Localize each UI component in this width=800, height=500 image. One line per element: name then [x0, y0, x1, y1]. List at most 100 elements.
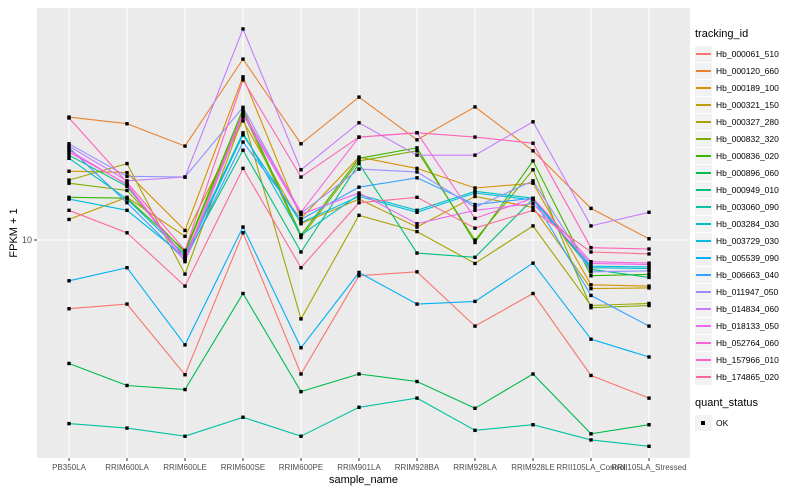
- data-point: [357, 185, 361, 189]
- legend-title-tracking-id: tracking_id: [695, 28, 749, 40]
- data-point: [473, 240, 477, 245]
- data-point: [415, 166, 419, 171]
- legend-entry-Hb_003060_090: Hb_003060_090: [695, 198, 798, 215]
- data-point: [183, 434, 187, 438]
- data-point: [647, 355, 651, 359]
- data-point: [357, 167, 361, 171]
- data-point: [241, 75, 245, 79]
- data-point: [67, 178, 71, 182]
- legend-key-line: [696, 154, 711, 157]
- data-point: [473, 324, 477, 328]
- quant-status-entries: OK: [695, 414, 798, 431]
- legend-entry-Hb_000120_660: Hb_000120_660: [695, 62, 798, 79]
- data-point: [473, 238, 477, 242]
- legend-entry-label: Hb_005539_090: [716, 252, 779, 263]
- data-point: [241, 27, 245, 31]
- data-point: [415, 396, 419, 400]
- data-point: [647, 247, 651, 251]
- data-point: [67, 148, 71, 152]
- data-point: [67, 116, 71, 120]
- data-point: [473, 194, 477, 199]
- data-point: [415, 138, 419, 142]
- legend-entry-Hb_000321_150: Hb_000321_150: [695, 96, 798, 113]
- legend-entry-label: Hb_000120_660: [716, 65, 779, 76]
- data-point: [357, 201, 361, 205]
- data-point: [589, 283, 593, 287]
- data-point: [473, 202, 477, 207]
- legend-entry-label: Hb_174865_020: [716, 371, 779, 382]
- data-point: [589, 270, 593, 274]
- data-point: [299, 210, 303, 214]
- legend-key-line: [696, 222, 711, 225]
- x-tick-label: RRIM928LA: [453, 463, 497, 472]
- data-point: [125, 201, 129, 205]
- data-point: [473, 208, 477, 213]
- legend-key-swatch: [695, 317, 712, 334]
- data-point: [531, 291, 535, 296]
- data-point: [415, 379, 419, 384]
- data-point: [241, 105, 245, 110]
- data-point: [357, 193, 361, 197]
- x-tick-label: RRII105LA_Stressed: [611, 463, 686, 472]
- data-point: [647, 303, 651, 308]
- data-point: [415, 170, 419, 174]
- data-point: [589, 245, 593, 250]
- data-point: [647, 286, 651, 290]
- data-point: [589, 206, 593, 211]
- data-point: [473, 186, 477, 190]
- legend-key-swatch: [695, 45, 712, 62]
- data-point: [357, 95, 361, 99]
- data-point: [531, 179, 535, 183]
- data-point: [67, 217, 71, 222]
- data-point: [183, 248, 187, 253]
- data-point: [647, 324, 651, 328]
- data-point: [241, 166, 245, 171]
- x-axis-title: sample_name: [328, 474, 399, 486]
- data-point: [241, 415, 245, 419]
- data-point: [357, 159, 361, 163]
- legend-entry-Hb_003284_030: Hb_003284_030: [695, 215, 798, 232]
- data-point: [67, 208, 71, 213]
- data-point: [67, 153, 71, 157]
- data-point: [589, 224, 593, 228]
- data-point: [589, 337, 593, 341]
- data-point: [67, 361, 71, 366]
- data-point: [299, 175, 303, 179]
- data-point: [357, 372, 361, 376]
- data-point: [241, 148, 245, 152]
- data-point: [125, 170, 129, 175]
- legend-key-line: [696, 290, 711, 293]
- data-point: [415, 251, 419, 255]
- x-tick-label: RRIM600LA: [105, 463, 149, 472]
- data-point: [125, 266, 129, 270]
- panel-background: [37, 8, 690, 458]
- data-point: [531, 196, 535, 200]
- data-point: [357, 274, 361, 278]
- data-point: [241, 115, 245, 119]
- legend-key-line: [696, 358, 711, 361]
- quant-status-label: OK: [716, 417, 729, 428]
- data-point: [473, 261, 477, 266]
- data-point: [299, 372, 303, 376]
- data-point: [531, 224, 535, 228]
- data-point: [589, 305, 593, 310]
- legend-key-swatch: [695, 113, 712, 130]
- data-point: [125, 197, 129, 201]
- data-point: [241, 291, 245, 296]
- data-point: [589, 438, 593, 442]
- legend-entry-Hb_018133_050: Hb_018133_050: [695, 317, 798, 334]
- data-point: [647, 275, 651, 280]
- data-point: [299, 220, 303, 225]
- data-point: [183, 272, 187, 276]
- data-point: [299, 233, 303, 237]
- data-point: [647, 423, 651, 427]
- data-point: [67, 142, 71, 146]
- data-point: [357, 191, 361, 195]
- data-point: [299, 217, 303, 222]
- data-point: [531, 141, 535, 145]
- legend-key-line: [696, 273, 711, 276]
- data-point: [183, 373, 187, 377]
- data-point: [647, 265, 651, 269]
- legend-key-line: [696, 341, 711, 344]
